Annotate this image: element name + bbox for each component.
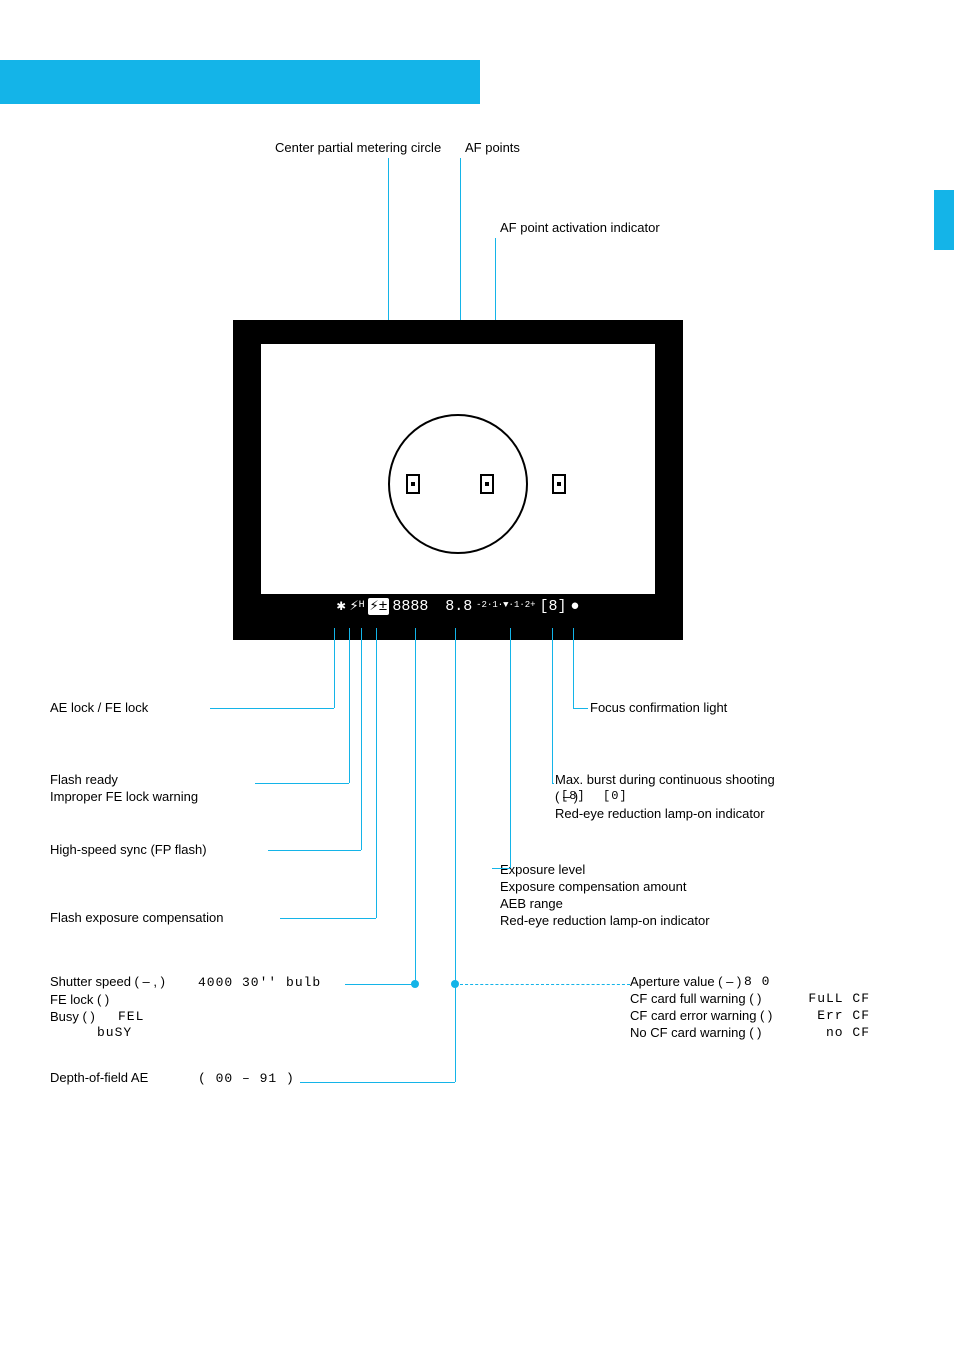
label-burst: Max. burst during continuous shooting ( … xyxy=(555,772,875,823)
callout xyxy=(334,628,335,708)
label-aperture-block: Aperture value ( – ) 8 0 CF card full wa… xyxy=(630,974,930,1042)
callout xyxy=(280,918,376,919)
label-focus: Focus confirmation light xyxy=(590,700,850,717)
viewfinder-info-strip: ✱ ⚡H ⚡± 8888 8.8 -2·1·▼·1·2+ [8] ● xyxy=(233,596,683,630)
callout xyxy=(345,984,415,985)
af-point-left xyxy=(406,474,420,494)
label-spot-circle: Center partial metering circle xyxy=(275,140,441,157)
strip-burst: [8] xyxy=(539,598,566,615)
callout xyxy=(210,708,334,709)
strip-shutter: 8888 xyxy=(392,598,428,615)
label-af-frame: AF point activation indicator xyxy=(500,220,660,237)
callout xyxy=(573,628,574,708)
callout xyxy=(268,850,361,851)
callout-dashed xyxy=(460,984,630,985)
af-point-right xyxy=(552,474,566,494)
callout xyxy=(510,628,511,868)
strip-flash: ⚡ xyxy=(350,598,359,615)
label-ael: AE lock / FE lock xyxy=(50,700,220,717)
header-bar xyxy=(0,60,480,104)
label-depth-block: Depth-of-field AE ( 00 – 91 ) xyxy=(50,1070,350,1105)
callout xyxy=(415,628,416,984)
callout xyxy=(573,708,588,709)
viewfinder-frame: ✱ ⚡H ⚡± 8888 8.8 -2·1·▼·1·2+ [8] ● xyxy=(233,320,683,640)
strip-scale: -2·1·▼·1·2+ xyxy=(476,600,535,610)
callout xyxy=(455,628,456,1082)
callout xyxy=(349,628,350,783)
callout xyxy=(552,783,554,784)
callout xyxy=(255,783,349,784)
label-af-points: AF points xyxy=(465,140,520,157)
callout-dot xyxy=(411,980,419,988)
strip-highspeed: H xyxy=(359,600,365,611)
viewfinder-view xyxy=(261,344,655,594)
label-highspeed: High-speed sync (FP flash) xyxy=(50,842,270,859)
callout xyxy=(300,1082,455,1083)
strip-ael: ✱ xyxy=(337,598,346,615)
label-flash: Flash readyImproper FE lock warning xyxy=(50,772,250,806)
af-point-center xyxy=(480,474,494,494)
callout xyxy=(552,628,553,783)
strip-aperture: 8.8 xyxy=(445,598,472,615)
strip-fec: ⚡± xyxy=(368,598,388,615)
strip-focus-dot: ● xyxy=(570,598,579,615)
label-fec: Flash exposure compensation xyxy=(50,910,280,927)
callout-dot xyxy=(451,980,459,988)
label-exp: Exposure level Exposure compensation amo… xyxy=(500,862,820,930)
callout xyxy=(492,868,510,869)
callout xyxy=(361,628,362,850)
side-tab xyxy=(934,190,954,250)
callout xyxy=(376,628,377,918)
